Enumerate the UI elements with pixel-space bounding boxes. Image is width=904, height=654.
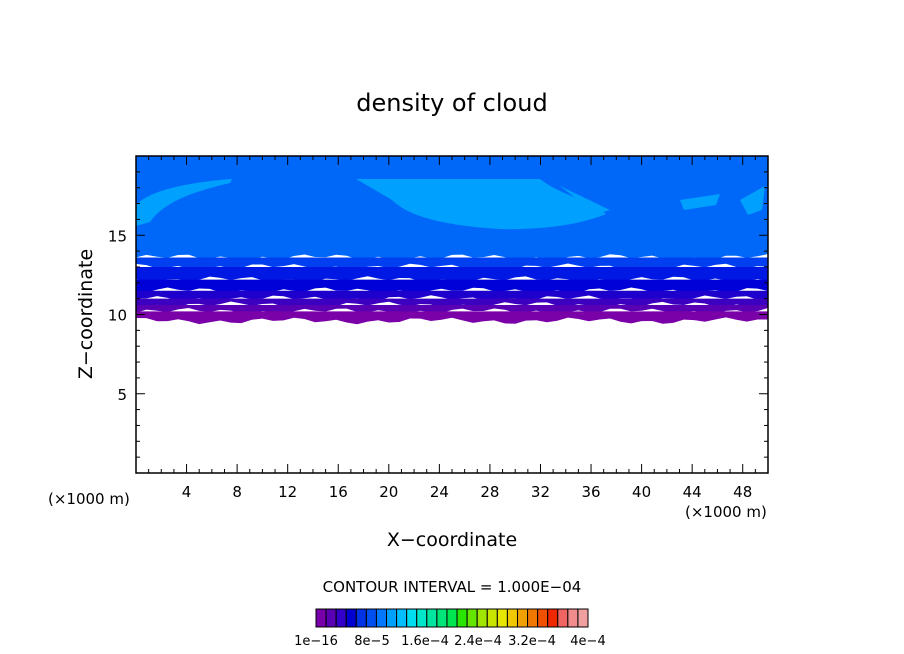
x-tick-label: 32 <box>531 483 550 501</box>
colorbar-tick-label: 3.2e−4 <box>508 634 556 649</box>
colorbar-swatch <box>315 608 327 628</box>
cloud-highlight <box>680 194 720 210</box>
colorbar-swatch <box>527 608 539 628</box>
colorbar-swatch <box>386 608 398 628</box>
x-tick-label: 40 <box>632 483 651 501</box>
colorbar-swatch <box>557 608 569 628</box>
colorbar-swatch <box>396 608 408 628</box>
x-tick-label: 44 <box>683 483 702 501</box>
colorbar-swatch <box>476 608 488 628</box>
cloud-layer <box>136 279 768 295</box>
x-axis-label: X−coordinate <box>387 529 517 551</box>
colorbar-swatch <box>456 608 468 628</box>
cloud-layer <box>136 311 768 325</box>
x-tick-label: 24 <box>430 483 449 501</box>
colorbar-tick-label: 8e−5 <box>354 634 389 649</box>
x-tick-label: 36 <box>581 483 600 501</box>
colorbar-swatch <box>406 608 418 628</box>
colorbar-swatch <box>496 608 508 628</box>
colorbar-swatch <box>506 608 518 628</box>
cloud-layer <box>136 304 768 315</box>
colorbar-swatch <box>355 608 367 628</box>
colorbar-tick-label: 4e−4 <box>570 634 605 649</box>
x-tick-label: 8 <box>232 483 242 501</box>
colorbar-swatch <box>486 608 498 628</box>
x-axis-unit-left: (×1000 m) <box>48 490 130 508</box>
colorbar-swatch <box>436 608 448 628</box>
x-axis-unit-right: (×1000 m) <box>685 503 767 521</box>
cloud-highlight <box>740 186 765 215</box>
colorbar-swatch <box>345 608 357 628</box>
colorbar-swatch <box>325 608 337 628</box>
cloud-highlight <box>560 186 610 214</box>
cloud-layer <box>136 266 768 284</box>
colorbar-tick-label: 1e−16 <box>294 634 338 649</box>
colorbar-swatch <box>577 608 589 628</box>
colorbar-swatch <box>375 608 388 628</box>
colorbar-swatch <box>516 608 529 628</box>
cloud-layer <box>136 257 768 271</box>
x-tick-label: 48 <box>733 483 752 501</box>
chart-title: density of cloud <box>356 89 547 117</box>
colorbar-swatch <box>567 608 579 628</box>
colorbar-swatch <box>537 608 549 628</box>
colorbar-swatch <box>365 608 377 628</box>
colorbar-tick-label: 2.4e−4 <box>454 634 502 649</box>
x-tick-label: 28 <box>480 483 499 501</box>
y-tick-label: 5 <box>117 386 127 404</box>
colorbar-labels: 1e−16 8e−5 1.6e−4 2.4e−4 3.2e−4 4e−4 <box>294 634 606 649</box>
x-tick-label: 20 <box>379 483 398 501</box>
colorbar-tick-label: 1.6e−4 <box>401 634 449 649</box>
y-axis-label: Z−coordinate <box>75 249 97 379</box>
colorbar-swatch <box>466 608 478 628</box>
colorbar-swatch <box>416 608 428 628</box>
colorbar-swatch <box>446 608 458 628</box>
x-tick-label: 12 <box>278 483 297 501</box>
y-tick-label: 10 <box>108 307 127 325</box>
y-tick-label: 15 <box>108 227 127 245</box>
colorbar-swatch <box>426 608 438 628</box>
cloud-highlight <box>136 179 232 226</box>
colorbar-swatch <box>547 608 559 628</box>
x-tick-label: 4 <box>182 483 192 501</box>
contour-interval-label: CONTOUR INTERVAL = 1.000E−04 <box>323 578 582 596</box>
cloud-highlight <box>356 179 606 230</box>
colorbar-swatch <box>335 608 347 628</box>
x-tick-label: 16 <box>329 483 348 501</box>
plot-area <box>136 156 768 325</box>
colorbar <box>315 608 589 628</box>
